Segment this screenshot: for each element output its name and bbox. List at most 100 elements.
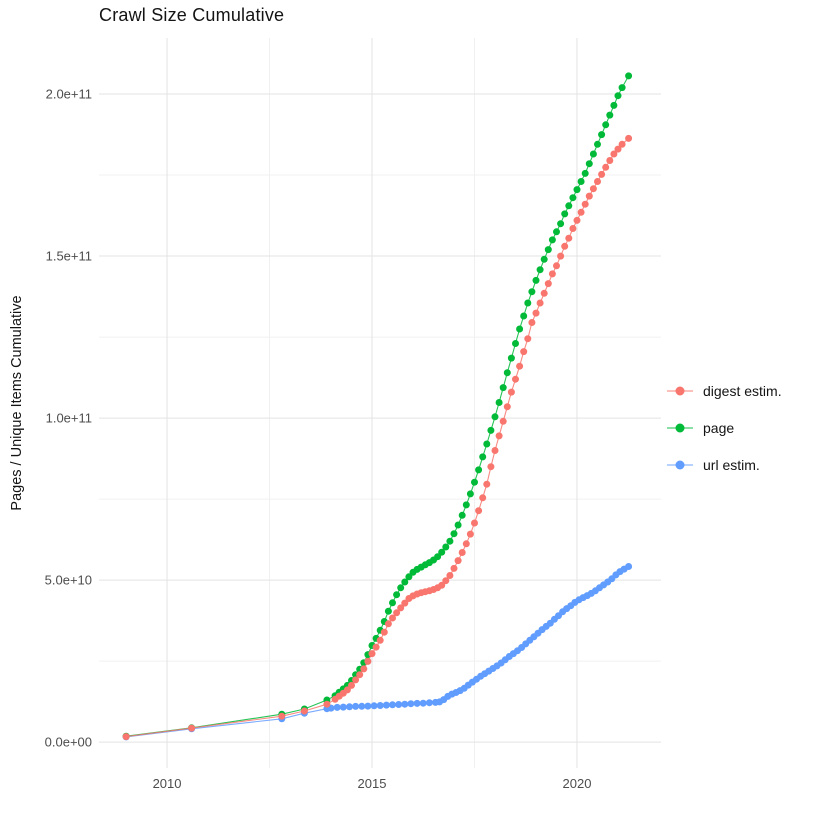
data-point-page <box>602 121 610 129</box>
data-point-page <box>393 591 401 599</box>
data-point-page <box>442 543 450 551</box>
data-point-page <box>471 478 478 486</box>
data-point-digest-estim <box>573 216 581 224</box>
data-point-digest-estim <box>532 309 540 317</box>
data-point-page <box>561 210 569 218</box>
data-point-digest-estim <box>548 270 556 278</box>
data-point-page <box>610 101 618 109</box>
data-point-page <box>389 599 396 607</box>
chart-title: Crawl Size Cumulative <box>99 5 285 25</box>
data-point-digest-estim <box>479 494 487 502</box>
legend-label: digest estim. <box>703 382 782 399</box>
y-tick-label: 0.0e+00 <box>45 735 92 750</box>
data-point-page <box>454 521 462 529</box>
data-point-page <box>614 92 622 100</box>
data-point-digest-estim <box>348 681 355 689</box>
data-point-digest-estim <box>618 140 626 148</box>
data-point-url-estim <box>401 700 409 708</box>
y-tick-label: 2.0e+11 <box>46 87 92 102</box>
data-point-page <box>524 299 532 307</box>
data-point-url-estim <box>346 703 353 711</box>
data-point-digest-estim <box>569 225 577 232</box>
data-point-page <box>548 236 556 244</box>
data-point-digest-estim <box>507 388 515 396</box>
legend-label: url estim. <box>703 456 760 473</box>
data-point-digest-estim <box>499 417 507 425</box>
data-point-digest-estim <box>389 614 396 622</box>
data-point-digest-estim <box>606 157 614 164</box>
data-point-url-estim <box>358 702 366 710</box>
data-point-page <box>573 186 581 194</box>
data-point-digest-estim <box>372 643 380 651</box>
data-point-page <box>487 426 495 434</box>
data-point-digest-estim <box>446 572 454 579</box>
data-point-page <box>503 369 511 377</box>
data-point-page <box>544 246 552 254</box>
data-point-page <box>491 413 499 421</box>
data-point-digest-estim <box>589 185 597 193</box>
data-point-digest-estim <box>516 362 524 370</box>
data-point-digest-estim <box>384 620 392 628</box>
data-point-page <box>401 578 409 586</box>
data-point-page <box>446 537 454 545</box>
legend-key-dot-icon <box>667 386 693 395</box>
data-point-digest-estim <box>458 549 466 556</box>
data-point-digest-estim <box>512 375 519 383</box>
data-point-page <box>598 131 606 139</box>
y-axis-title: Pages / Unique Items Cumulative <box>9 295 25 511</box>
data-point-url-estim <box>395 701 403 708</box>
data-point-page <box>438 548 446 556</box>
data-point-page <box>536 266 544 274</box>
data-point-page <box>405 573 413 581</box>
data-point-page <box>532 276 540 284</box>
data-point-digest-estim <box>483 480 491 488</box>
y-tick-label: 5.0e+10 <box>45 573 92 588</box>
data-point-page <box>589 150 597 158</box>
data-point-digest-estim <box>122 733 130 741</box>
legend-key-point <box>675 386 685 395</box>
data-point-digest-estim <box>300 707 308 715</box>
legend-key-point <box>675 423 685 432</box>
data-point-digest-estim <box>466 530 474 538</box>
data-point-digest-estim <box>577 208 585 216</box>
y-tick-label: 1.0e+11 <box>46 411 92 426</box>
data-point-digest-estim <box>540 289 548 297</box>
data-point-page <box>553 228 560 236</box>
data-point-page <box>557 220 565 228</box>
data-point-digest-estim <box>598 170 606 178</box>
legend-key-point <box>675 460 685 469</box>
data-point-digest-estim <box>536 299 544 307</box>
data-point-page <box>483 440 491 448</box>
legend-item-digest-estim: digest estim. <box>666 382 782 399</box>
data-point-page <box>528 288 536 296</box>
data-point-digest-estim <box>450 564 458 572</box>
data-point-digest-estim <box>356 671 364 679</box>
data-point-url-estim <box>339 703 347 711</box>
data-point-url-estim <box>364 702 372 710</box>
data-point-page <box>384 607 392 615</box>
data-point-url-estim <box>333 703 341 711</box>
data-point-url-estim <box>625 563 633 570</box>
data-point-page <box>520 312 528 320</box>
data-point-digest-estim <box>491 447 499 454</box>
data-point-digest-estim <box>401 599 409 607</box>
data-point-digest-estim <box>323 700 331 708</box>
legend-label: page <box>703 419 735 436</box>
series-line-url-estim <box>126 566 629 738</box>
data-point-digest-estim <box>442 577 450 585</box>
data-point-page <box>475 466 483 474</box>
data-point-page <box>577 178 585 185</box>
data-point-page <box>585 160 593 168</box>
data-point-digest-estim <box>376 636 384 644</box>
data-point-page <box>450 530 458 538</box>
data-point-digest-estim <box>528 319 536 326</box>
data-point-url-estim <box>389 701 396 709</box>
data-point-page <box>594 140 601 148</box>
data-point-digest-estim <box>475 507 483 515</box>
series-digest-estim <box>122 134 633 741</box>
data-point-digest-estim <box>520 348 528 356</box>
data-point-digest-estim <box>524 335 532 343</box>
data-point-url-estim <box>352 702 360 710</box>
